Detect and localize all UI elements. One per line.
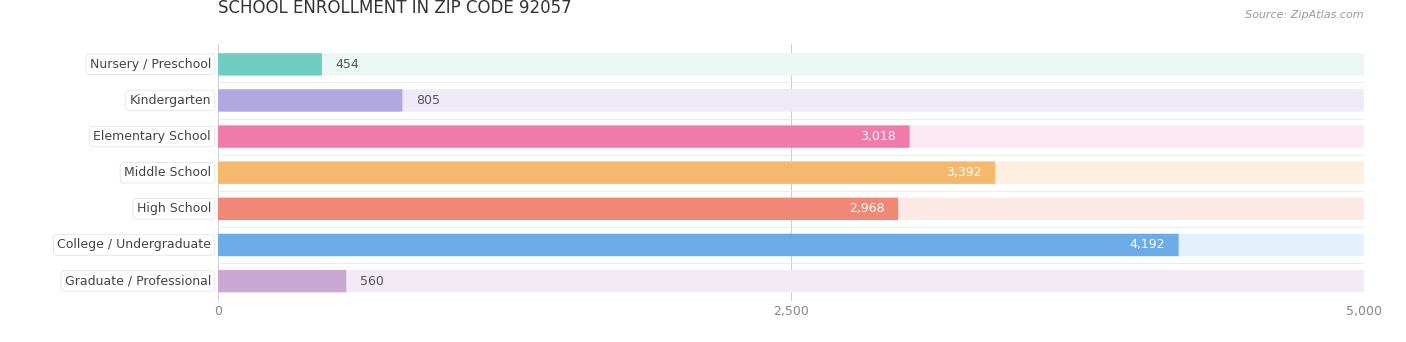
- Text: 3,392: 3,392: [946, 166, 981, 179]
- Text: Middle School: Middle School: [124, 166, 211, 179]
- FancyBboxPatch shape: [218, 234, 1178, 256]
- Text: 2,968: 2,968: [849, 202, 884, 215]
- Text: Nursery / Preschool: Nursery / Preschool: [90, 58, 211, 71]
- Text: Elementary School: Elementary School: [93, 130, 211, 143]
- FancyBboxPatch shape: [218, 89, 1364, 111]
- Text: College / Undergraduate: College / Undergraduate: [58, 238, 211, 251]
- Text: SCHOOL ENROLLMENT IN ZIP CODE 92057: SCHOOL ENROLLMENT IN ZIP CODE 92057: [218, 0, 572, 17]
- FancyBboxPatch shape: [218, 234, 1364, 256]
- Text: 3,018: 3,018: [860, 130, 896, 143]
- Text: High School: High School: [136, 202, 211, 215]
- FancyBboxPatch shape: [218, 198, 1364, 220]
- FancyBboxPatch shape: [218, 53, 322, 76]
- Text: Source: ZipAtlas.com: Source: ZipAtlas.com: [1246, 10, 1364, 20]
- FancyBboxPatch shape: [218, 161, 1364, 184]
- FancyBboxPatch shape: [218, 53, 1364, 76]
- FancyBboxPatch shape: [218, 270, 346, 292]
- Text: Graduate / Professional: Graduate / Professional: [65, 275, 211, 288]
- FancyBboxPatch shape: [218, 198, 898, 220]
- Text: 4,192: 4,192: [1129, 238, 1166, 251]
- FancyBboxPatch shape: [218, 270, 1364, 292]
- Text: 454: 454: [336, 58, 360, 71]
- Text: 805: 805: [416, 94, 440, 107]
- FancyBboxPatch shape: [218, 161, 995, 184]
- Text: 560: 560: [360, 275, 384, 288]
- FancyBboxPatch shape: [218, 126, 1364, 148]
- FancyBboxPatch shape: [218, 89, 402, 111]
- Text: Kindergarten: Kindergarten: [129, 94, 211, 107]
- FancyBboxPatch shape: [218, 126, 910, 148]
